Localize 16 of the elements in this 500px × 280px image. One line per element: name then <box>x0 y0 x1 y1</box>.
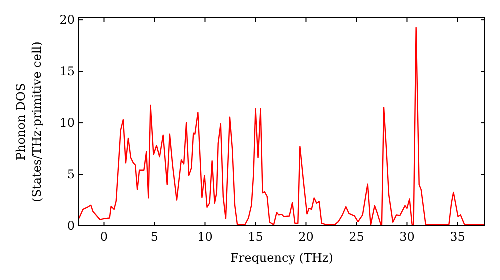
line-series <box>79 27 485 226</box>
y-tick-label: 20 <box>60 13 75 28</box>
x-tick-label: 0 <box>100 230 108 244</box>
x-tick-label: 10 <box>198 230 213 244</box>
x-tick-label: 30 <box>400 230 415 244</box>
x-tick-label: 5 <box>150 230 159 244</box>
x-axis-title: Frequency (THz) <box>230 251 334 265</box>
y-axis-title: Phonon DOS (States/THz·primitive cell) <box>14 42 44 202</box>
x-tick-label: 20 <box>298 230 314 244</box>
x-tick-label: 25 <box>349 230 364 244</box>
y-tick-label: 0 <box>67 219 75 233</box>
y-tick-label: 15 <box>60 64 75 79</box>
y-tick-label: 10 <box>60 116 75 130</box>
y-tick-label: 5 <box>67 168 75 182</box>
x-tick-label: 15 <box>248 230 264 244</box>
x-tick-label: 35 <box>450 230 466 244</box>
